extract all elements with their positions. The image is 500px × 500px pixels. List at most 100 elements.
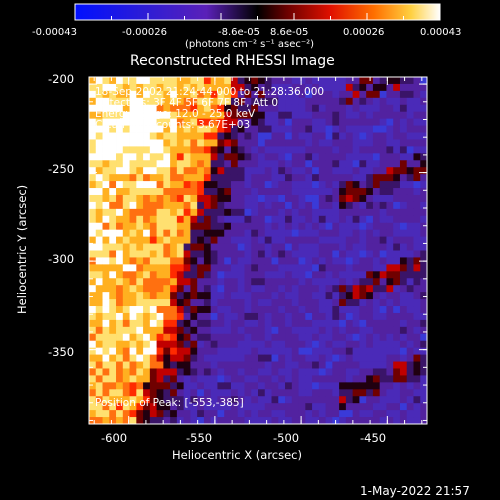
heatmap-cell: [399, 250, 408, 258]
heatmap-cell: [143, 97, 151, 106]
heatmap-cell: [318, 208, 326, 217]
heatmap-cell: [197, 396, 205, 404]
colorbar-tick-label: -8.6e-05: [218, 27, 260, 38]
heatmap-cell: [318, 222, 326, 231]
heatmap-cell: [264, 312, 272, 321]
heatmap-cell: [136, 222, 144, 231]
heatmap-cell: [176, 257, 185, 265]
heatmap-cell: [393, 111, 401, 120]
heatmap-cell: [129, 403, 137, 411]
heatmap-cell: [136, 174, 144, 182]
heatmap-cell: [379, 139, 387, 147]
heatmap-cell: [312, 174, 320, 182]
heatmap-cell: [406, 326, 414, 335]
heatmap-cell: [318, 139, 326, 147]
heatmap-cell: [183, 167, 191, 175]
heatmap-cell: [237, 167, 245, 175]
heatmap-cell: [237, 188, 245, 196]
heatmap-cell: [136, 146, 144, 154]
heatmap-cell: [345, 97, 354, 106]
heatmap-cell: [339, 299, 347, 307]
heatmap-cell: [136, 167, 144, 175]
heatmap-cell: [129, 125, 137, 133]
heatmap-cell: [237, 229, 245, 238]
heatmap-cell: [318, 271, 326, 279]
heatmap-cell: [89, 250, 97, 258]
heatmap-cell: [109, 208, 117, 217]
heatmap-cell: [190, 333, 198, 342]
heatmap-cell: [285, 201, 293, 210]
heatmap-cell: [339, 118, 347, 126]
heatmap-cell: [89, 326, 97, 335]
heatmap-cell: [352, 77, 360, 85]
heatmap-cell: [312, 97, 320, 106]
heatmap-cell: [183, 90, 191, 99]
heatmap-cell: [129, 264, 137, 272]
heatmap-cell: [312, 250, 320, 258]
heatmap-cell: [190, 118, 198, 126]
heatmap-cell: [271, 132, 279, 140]
heatmap-cell: [251, 153, 259, 161]
heatmap-cell: [386, 319, 394, 328]
y-tick-label: -250: [48, 162, 75, 176]
heatmap-cell: [122, 132, 130, 140]
heatmap-cell: [102, 104, 110, 113]
heatmap-cell: [258, 194, 266, 203]
heatmap-cell: [399, 188, 408, 196]
heatmap-cell: [149, 181, 157, 189]
heatmap-cell: [116, 382, 124, 390]
heatmap-cell: [237, 118, 245, 126]
heatmap-cell: [163, 125, 171, 133]
heatmap-cell: [345, 403, 354, 411]
heatmap-cell: [399, 257, 408, 265]
heatmap-cell: [420, 389, 428, 397]
heatmap-cell: [305, 132, 313, 140]
heatmap-cell: [399, 222, 408, 231]
heatmap-cell: [366, 188, 374, 196]
heatmap-cell: [318, 146, 326, 154]
heatmap-cell: [183, 264, 191, 272]
heatmap-cell: [116, 222, 124, 231]
heatmap-cell: [89, 181, 97, 189]
heatmap-cell: [203, 97, 212, 106]
heatmap-cell: [95, 215, 103, 224]
heatmap-cell: [399, 340, 408, 349]
heatmap-cell: [122, 146, 130, 154]
heatmap-cell: [176, 389, 185, 397]
heatmap-cell: [393, 257, 401, 265]
heatmap-cell: [339, 264, 347, 272]
heatmap-cell: [217, 188, 225, 196]
heatmap-cell: [359, 208, 367, 217]
heatmap-cell: [210, 361, 218, 369]
heatmap-cell: [406, 201, 414, 210]
heatmap-cell: [325, 410, 333, 418]
heatmap-cell: [95, 83, 103, 92]
heatmap-cell: [393, 264, 401, 272]
heatmap-cell: [109, 194, 117, 203]
heatmap-cell: [339, 201, 347, 210]
heatmap-cell: [136, 250, 144, 258]
colorbar-tick-label: 8.6e-05: [270, 27, 309, 38]
heatmap-cell: [420, 201, 428, 210]
heatmap-cell: [156, 174, 164, 182]
heatmap-cell: [224, 292, 232, 300]
heatmap-cell: [89, 243, 97, 251]
heatmap-cell: [224, 160, 232, 168]
heatmap-cell: [420, 278, 428, 286]
heatmap-cell: [258, 215, 266, 224]
heatmap-cell: [393, 396, 401, 404]
heatmap-cell: [285, 118, 293, 126]
heatmap-cell: [95, 264, 103, 272]
heatmap-cell: [312, 319, 320, 328]
heatmap-cell: [149, 201, 157, 210]
heatmap-cell: [109, 312, 117, 321]
heatmap-cell: [264, 160, 272, 168]
heatmap-cell: [109, 181, 117, 189]
heatmap-cell: [339, 236, 347, 244]
heatmap-cell: [156, 125, 164, 133]
heatmap-cell: [109, 188, 117, 196]
heatmap-cell: [359, 354, 367, 362]
heatmap-cell: [420, 90, 428, 99]
heatmap-cell: [143, 285, 151, 293]
heatmap-cell: [291, 77, 299, 85]
